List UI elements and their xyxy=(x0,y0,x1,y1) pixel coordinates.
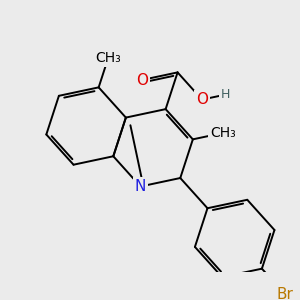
Text: CH₃: CH₃ xyxy=(95,51,121,65)
Text: N: N xyxy=(135,179,146,194)
Text: O: O xyxy=(136,73,148,88)
Text: O: O xyxy=(196,92,208,107)
Text: CH₃: CH₃ xyxy=(210,126,236,140)
Text: Br: Br xyxy=(277,287,293,300)
Text: H: H xyxy=(221,88,231,101)
